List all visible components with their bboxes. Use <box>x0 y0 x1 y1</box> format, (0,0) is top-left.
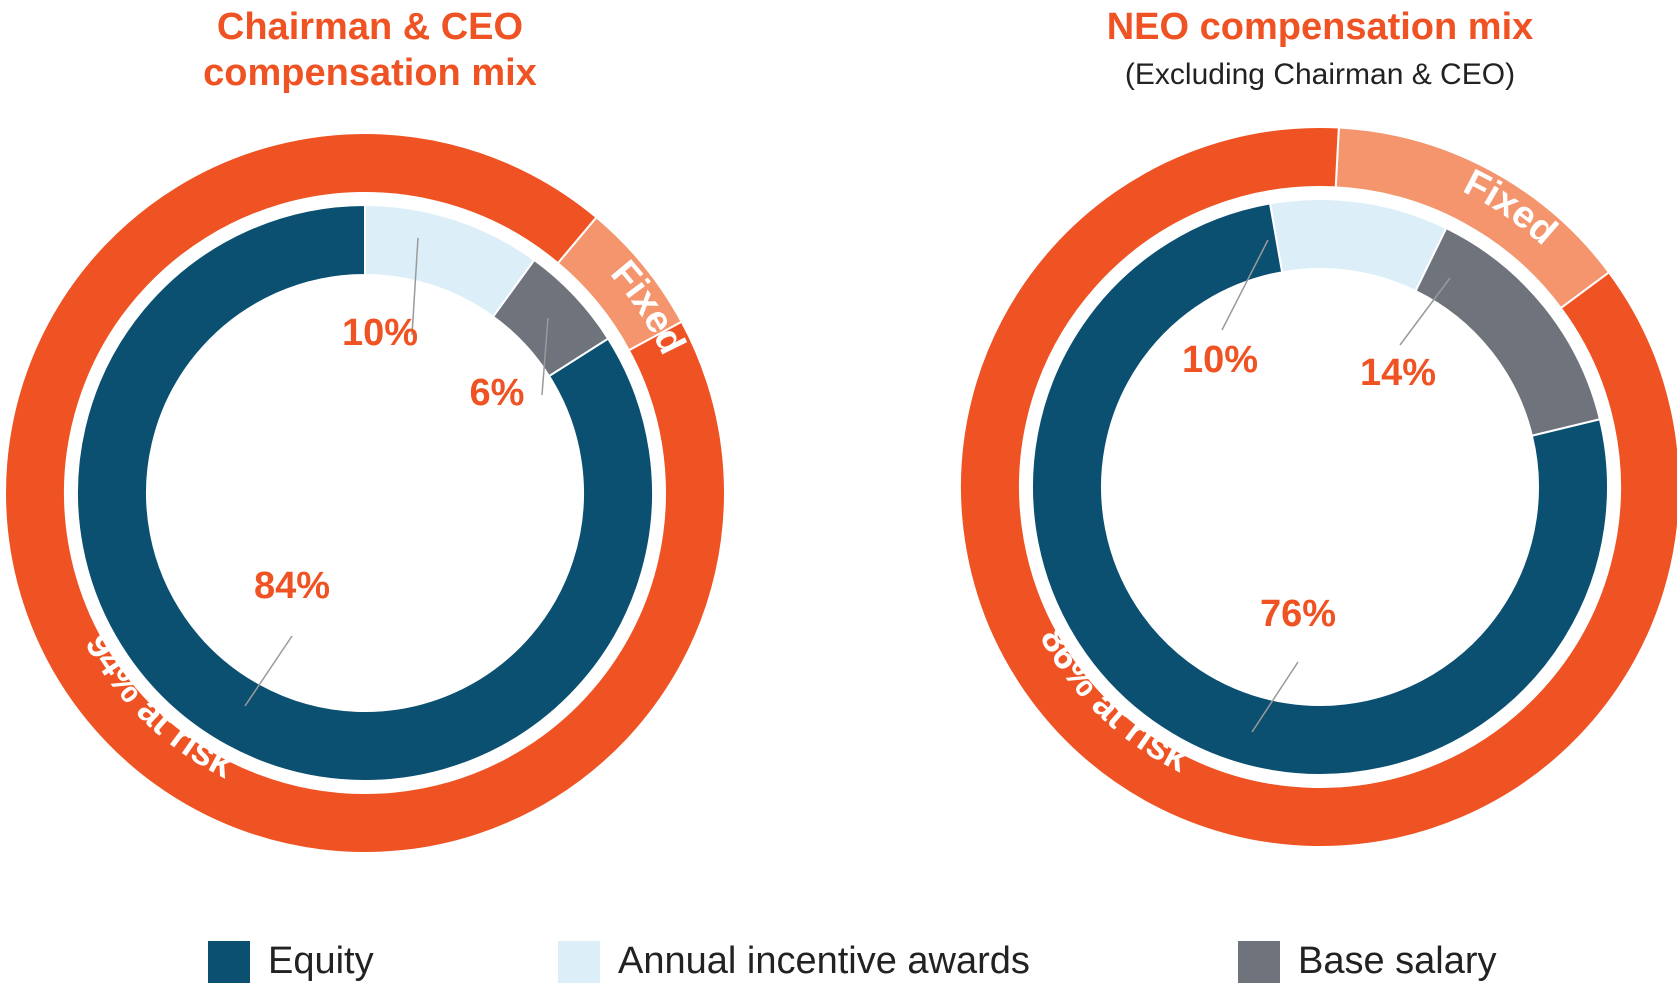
chart-2-inner-equity <box>1031 202 1609 776</box>
chart-1-title: Chairman & CEO compensation mix <box>160 4 580 96</box>
chart-2-leader-equity <box>1251 661 1299 733</box>
legend-item-equity: Equity <box>208 940 374 983</box>
chart-1-label-base-salary: 6% <box>470 372 525 414</box>
chart-1-leader-equity <box>244 635 293 707</box>
chart-2-title: NEO compensation mix <box>1106 6 1534 48</box>
chart-1-label-annual-incentive-awards: 10% <box>342 312 418 354</box>
chart-1-title-line-1: Chairman & CEO <box>216 6 524 48</box>
chart-2-inner-annual-incentive-awards <box>1268 198 1448 293</box>
chart-2-label-base-salary: 14% <box>1360 352 1436 394</box>
legend-swatch-equity <box>208 940 250 983</box>
chart-1-title-line-2: compensation mix <box>203 52 537 94</box>
chart-1-leader-annual-incentive-awards <box>411 237 419 336</box>
chart-2-leader-annual-incentive-awards <box>1221 239 1269 331</box>
legend-label-equity: Equity <box>268 940 374 982</box>
chart-1-leader-base-salary <box>541 317 549 396</box>
legend-label-base-salary: Base salary <box>1298 940 1497 982</box>
legend-swatch-annual-incentive <box>558 940 600 983</box>
legend: Equity Annual incentive awards Base sala… <box>0 940 1677 990</box>
chart-1-inner-equity <box>76 203 654 782</box>
legend-label-annual-incentive: Annual incentive awards <box>618 940 1030 982</box>
chart-1-outer-at-risk <box>4 131 726 854</box>
chart-2-subtitle: (Excluding Chairman & CEO) <box>1124 58 1516 91</box>
chart-1-label-equity: 84% <box>254 565 330 607</box>
chart-2-label-annual-incentive-awards: 10% <box>1182 339 1258 381</box>
chart-2-label-equity: 76% <box>1260 593 1336 635</box>
chart-2-outer-at-risk <box>959 126 1677 848</box>
chart-2-leader-base-salary <box>1399 277 1451 346</box>
legend-item-base-salary: Base salary <box>1238 940 1497 983</box>
legend-item-annual-incentive: Annual incentive awards <box>558 940 1030 983</box>
legend-swatch-base-salary <box>1238 940 1280 983</box>
